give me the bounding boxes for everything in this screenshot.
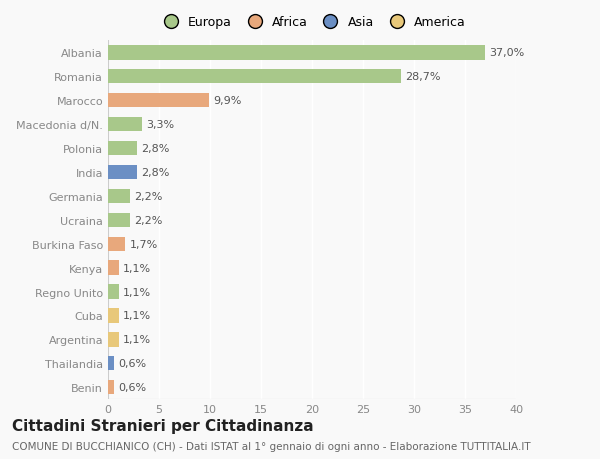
Text: Cittadini Stranieri per Cittadinanza: Cittadini Stranieri per Cittadinanza: [12, 418, 314, 433]
Bar: [108, 261, 119, 275]
Bar: [108, 332, 119, 347]
Text: 1,1%: 1,1%: [124, 335, 151, 345]
Bar: [108, 380, 114, 395]
Bar: [108, 356, 114, 371]
Text: 2,8%: 2,8%: [140, 168, 169, 178]
Bar: [108, 118, 142, 132]
Bar: [108, 94, 209, 108]
Text: 1,1%: 1,1%: [124, 287, 151, 297]
Legend: Europa, Africa, Asia, America: Europa, Africa, Asia, America: [155, 13, 469, 32]
Text: 2,2%: 2,2%: [134, 191, 163, 202]
Text: 9,9%: 9,9%: [213, 96, 241, 106]
Text: 3,3%: 3,3%: [146, 120, 174, 130]
Text: 1,7%: 1,7%: [130, 239, 158, 249]
Bar: [108, 189, 130, 204]
Text: 0,6%: 0,6%: [118, 382, 146, 392]
Text: 37,0%: 37,0%: [490, 48, 525, 58]
Bar: [108, 308, 119, 323]
Text: 1,1%: 1,1%: [124, 263, 151, 273]
Text: 2,8%: 2,8%: [140, 144, 169, 154]
Text: COMUNE DI BUCCHIANICO (CH) - Dati ISTAT al 1° gennaio di ogni anno - Elaborazion: COMUNE DI BUCCHIANICO (CH) - Dati ISTAT …: [12, 441, 530, 451]
Bar: [108, 237, 125, 252]
Bar: [108, 46, 485, 61]
Bar: [108, 213, 130, 228]
Text: 1,1%: 1,1%: [124, 311, 151, 321]
Bar: [108, 165, 137, 180]
Bar: [108, 70, 401, 84]
Text: 28,7%: 28,7%: [405, 72, 440, 82]
Bar: [108, 285, 119, 299]
Text: 0,6%: 0,6%: [118, 358, 146, 369]
Bar: [108, 141, 137, 156]
Text: 2,2%: 2,2%: [134, 215, 163, 225]
